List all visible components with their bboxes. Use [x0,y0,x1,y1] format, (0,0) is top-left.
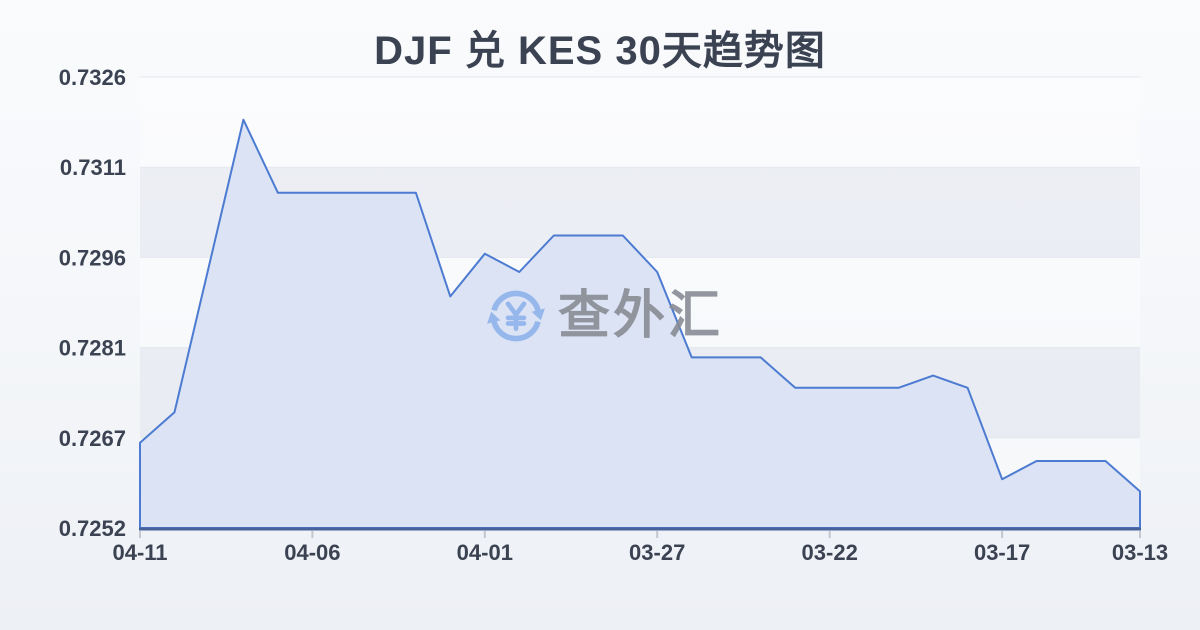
y-axis-tick-label: 0.7267 [59,426,126,451]
y-axis-tick-label: 0.7252 [59,516,126,541]
price-area [139,118,1141,529]
x-axis-tick-label: 03-22 [802,540,858,565]
plot-band [140,77,1140,168]
x-axis-tick-label: 04-01 [457,540,513,565]
y-axis-tick-label: 0.7281 [59,336,126,361]
y-axis-labels: 0.7326 0.7311 0.7296 0.7281 0.7267 0.7252 [59,65,126,541]
area-series [139,118,1141,529]
x-axis-ticks [139,531,1141,538]
y-axis-tick-label: 0.7311 [60,155,126,180]
x-axis-tick-label: 03-17 [974,540,1030,565]
x-axis-tick-label: 04-06 [284,540,340,565]
x-axis-tick-label: 03-27 [629,540,685,565]
x-axis-labels: 04-11 04-06 04-01 03-27 03-22 03-17 03-13 [112,540,1168,565]
chart-title: DJF 兑 KES 30天趋势图 [374,29,826,73]
x-axis-tick-label: 03-13 [1112,540,1168,565]
x-axis-tick-label: 04-11 [112,540,167,565]
y-axis-tick-label: 0.7296 [59,245,126,270]
y-axis-tick-label: 0.7326 [59,65,126,90]
